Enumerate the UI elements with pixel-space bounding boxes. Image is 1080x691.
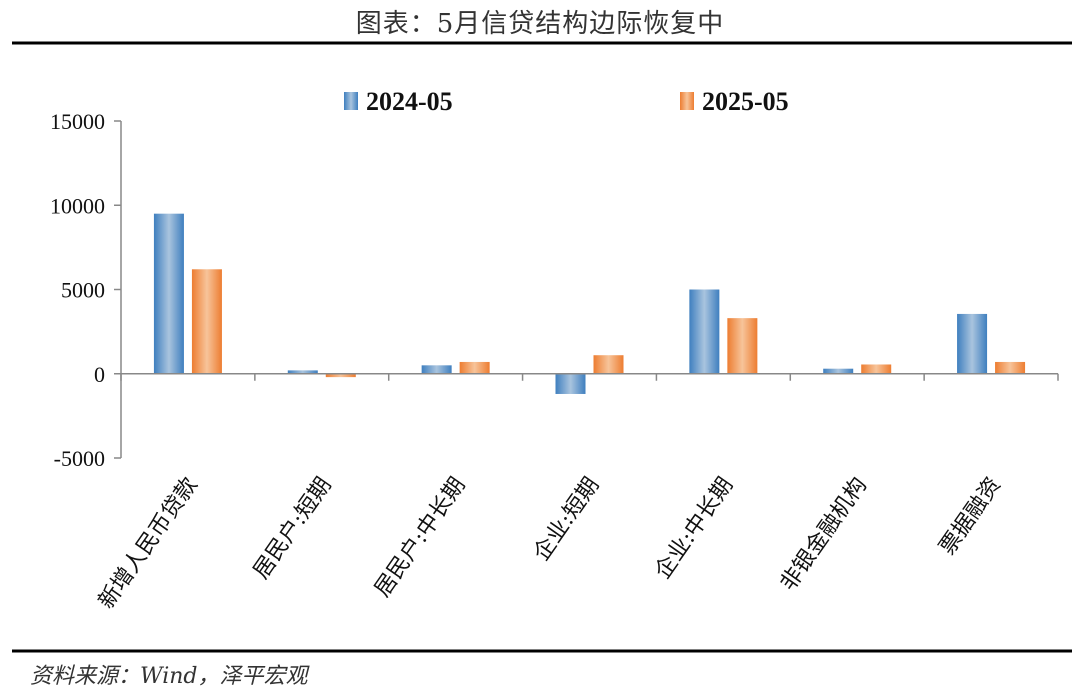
legend-swatch-2025 (680, 92, 694, 110)
bar-2024-05-0 (153, 213, 184, 374)
bar-2024-05-4 (689, 289, 720, 374)
bar-2025-05-2 (459, 361, 490, 374)
x-tick-label: 居民户:中长期 (370, 473, 470, 602)
bar-2024-05-3 (555, 373, 586, 394)
plot-area: 15000 10000 5000 0 -5000 新增人民币贷款 居民户:短期 居民户:中长… (50, 109, 1059, 614)
figure-title: 图表：5月信贷结构边际恢复中 (356, 9, 725, 39)
legend-label-2025: 2025-05 (702, 87, 789, 116)
x-tick-label: 居民户:短期 (249, 473, 337, 584)
y-tick-label: 0 (94, 362, 105, 387)
bar-2025-05-6 (995, 361, 1026, 374)
bar-group (153, 213, 1026, 394)
x-tick-label: 企业:中长期 (650, 473, 738, 584)
legend: 2024-05 2025-05 (344, 87, 789, 116)
x-tick-label: 非银金融机构 (776, 473, 872, 595)
bar-2024-05-6 (957, 313, 988, 374)
bar-2025-05-1 (325, 373, 356, 378)
bar-2024-05-1 (287, 370, 318, 374)
legend-label-2024: 2024-05 (366, 87, 453, 116)
x-tick-label: 票据融资 (935, 473, 1006, 559)
x-tick-label: 新增人民币贷款 (94, 473, 203, 614)
y-tick-label: -5000 (54, 446, 105, 471)
legend-swatch-2024 (344, 92, 358, 110)
y-axis: 15000 10000 5000 0 -5000 (50, 109, 122, 471)
y-tick-label: 15000 (50, 109, 105, 134)
source-note: 资料来源：Wind，泽平宏观 (30, 664, 311, 689)
bar-2025-05-5 (861, 364, 892, 374)
bar-2025-05-3 (593, 355, 624, 374)
bar-2024-05-5 (823, 368, 854, 374)
bar-2025-05-0 (191, 269, 222, 374)
y-tick-label: 10000 (50, 193, 105, 218)
bar-2025-05-4 (727, 318, 758, 374)
bar-2024-05-2 (421, 365, 452, 374)
x-tick-label: 企业:短期 (529, 473, 604, 566)
y-tick-label: 5000 (61, 278, 105, 303)
x-axis: 新增人民币贷款 居民户:短期 居民户:中长期 企业:短期 企业:中长期 非银金融机构 票据融… (94, 373, 1059, 614)
